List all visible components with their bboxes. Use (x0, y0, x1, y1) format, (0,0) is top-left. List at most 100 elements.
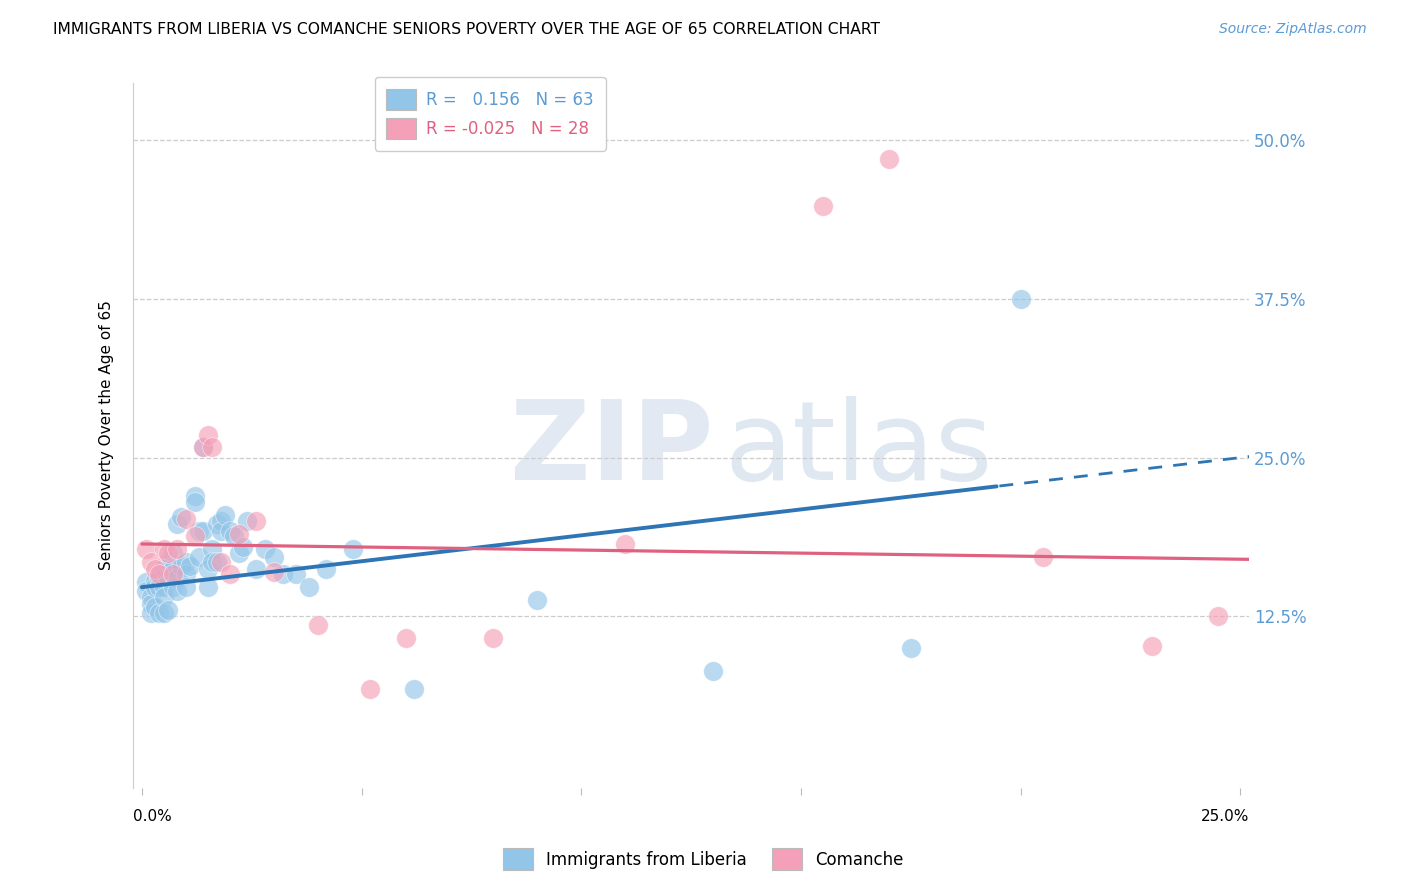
Point (205, 516, 228, 531)
Point (139, 606, 162, 620)
Point (209, 524, 232, 539)
Point (174, 580, 197, 594)
Point (188, 524, 211, 539)
Point (394, 631, 416, 645)
Legend: Immigrants from Liberia, Comanche: Immigrants from Liberia, Comanche (496, 842, 910, 877)
Point (148, 567, 170, 582)
Point (157, 546, 180, 560)
Point (298, 580, 321, 594)
Point (482, 631, 505, 645)
Point (174, 511, 197, 525)
Point (263, 565, 285, 579)
Point (143, 580, 166, 594)
Point (253, 542, 276, 557)
Point (135, 575, 157, 590)
Point (174, 555, 197, 569)
Point (205, 555, 228, 569)
Point (153, 542, 176, 557)
Point (197, 427, 219, 442)
Point (263, 549, 285, 564)
Point (1208, 609, 1230, 624)
Point (139, 597, 162, 611)
Point (153, 606, 176, 620)
Point (188, 549, 211, 564)
Point (232, 540, 254, 554)
Text: Source: ZipAtlas.com: Source: ZipAtlas.com (1219, 22, 1367, 37)
Point (162, 580, 184, 594)
Point (315, 562, 337, 576)
Text: 25.0%: 25.0% (1201, 809, 1249, 824)
Point (143, 562, 166, 576)
Point (193, 441, 215, 455)
Point (526, 592, 548, 607)
Point (197, 562, 219, 576)
Point (236, 514, 259, 528)
Point (148, 606, 170, 620)
Point (162, 546, 184, 560)
Point (179, 558, 201, 573)
Point (157, 571, 180, 585)
Text: 0.0%: 0.0% (134, 809, 172, 824)
Point (228, 546, 250, 560)
Point (135, 542, 157, 557)
Point (153, 562, 176, 576)
Point (157, 603, 180, 617)
Point (183, 529, 205, 543)
Point (166, 571, 188, 585)
Point (162, 562, 184, 576)
Point (166, 542, 188, 557)
Point (201, 441, 224, 455)
Point (197, 580, 219, 594)
Point (201, 555, 224, 569)
Point (153, 580, 176, 594)
Text: IMMIGRANTS FROM LIBERIA VS COMANCHE SENIORS POVERTY OVER THE AGE OF 65 CORRELATI: IMMIGRANTS FROM LIBERIA VS COMANCHE SENI… (53, 22, 880, 37)
Point (404, 681, 426, 696)
Point (139, 555, 162, 569)
Point (877, 152, 900, 166)
Point (148, 571, 170, 585)
Point (228, 526, 250, 541)
Point (811, 199, 834, 213)
Point (614, 537, 637, 551)
Point (271, 567, 294, 582)
Point (135, 584, 157, 599)
Point (1010, 292, 1032, 306)
Point (218, 524, 240, 539)
Point (218, 567, 240, 582)
Point (153, 591, 176, 605)
Point (224, 529, 246, 543)
Point (174, 567, 197, 582)
Point (143, 574, 166, 588)
Point (359, 681, 381, 696)
Point (201, 542, 224, 557)
Point (307, 618, 329, 632)
Text: ZIP: ZIP (510, 396, 713, 503)
Point (1032, 549, 1054, 564)
Y-axis label: Seniors Poverty Over the Age of 65: Seniors Poverty Over the Age of 65 (100, 301, 114, 570)
Point (139, 591, 162, 605)
Point (284, 567, 307, 582)
Point (183, 489, 205, 503)
Point (166, 516, 188, 531)
Point (209, 555, 232, 569)
Point (900, 641, 922, 656)
Point (143, 600, 166, 615)
Point (702, 664, 724, 678)
Point (1142, 639, 1164, 653)
Point (209, 514, 232, 528)
Text: atlas: atlas (724, 396, 993, 503)
Point (166, 584, 188, 599)
Point (183, 495, 205, 509)
Point (193, 524, 215, 539)
Point (162, 567, 184, 582)
Point (245, 514, 267, 528)
Point (170, 558, 193, 573)
Point (214, 508, 236, 522)
Point (157, 555, 180, 569)
Point (245, 562, 267, 576)
Legend: R =   0.156   N = 63, R = -0.025   N = 28: R = 0.156 N = 63, R = -0.025 N = 28 (375, 77, 606, 151)
Point (193, 441, 215, 455)
Point (148, 580, 170, 594)
Point (170, 510, 193, 524)
Point (342, 542, 364, 557)
